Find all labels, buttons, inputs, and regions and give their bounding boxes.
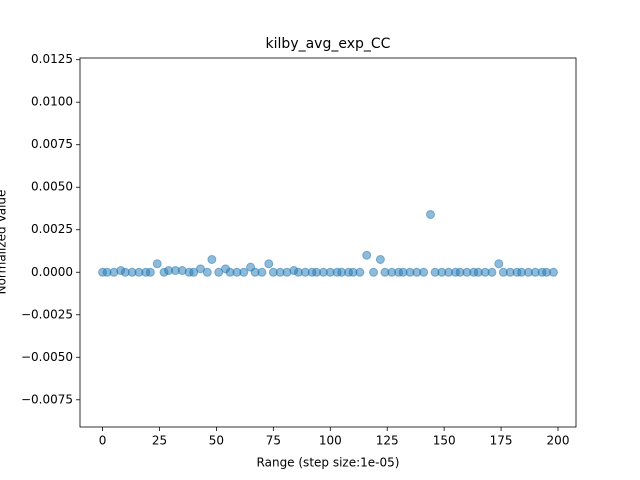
- plot-frame: [79, 57, 577, 428]
- chart-title: kilby_avg_exp_CC: [266, 36, 391, 52]
- x-axis-label: Range (step size:1e-05): [257, 456, 400, 470]
- y-tick-label: 0.0025: [31, 222, 73, 236]
- point: [145, 267, 155, 277]
- point: [548, 267, 558, 277]
- y-tick-label: 0.0125: [31, 52, 73, 66]
- point: [239, 267, 249, 277]
- y-tick-label: 0.0075: [31, 137, 73, 151]
- y-tick-label: −0.0025: [21, 307, 73, 321]
- point: [362, 250, 372, 260]
- point: [425, 209, 435, 219]
- x-tick-label: 75: [266, 434, 281, 448]
- y-tick-label: 0.0100: [31, 95, 73, 109]
- y-tick-label: −0.0050: [21, 350, 73, 364]
- x-tick-label: 175: [490, 434, 513, 448]
- point: [369, 267, 379, 277]
- x-tick-label: 50: [209, 434, 224, 448]
- x-tick-label: 25: [152, 434, 167, 448]
- y-tick-label: 0.0000: [31, 265, 73, 279]
- point: [355, 267, 365, 277]
- point: [494, 259, 504, 269]
- point: [202, 267, 212, 277]
- point: [152, 259, 162, 269]
- point: [375, 255, 385, 265]
- x-tick-label: 125: [376, 434, 399, 448]
- x-tick-label: 100: [319, 434, 342, 448]
- y-axis-label: Normalized Value: [0, 190, 9, 295]
- point: [207, 255, 217, 265]
- point: [264, 259, 274, 269]
- point: [419, 267, 429, 277]
- x-tick-label: 200: [547, 434, 570, 448]
- x-tick-label: 150: [433, 434, 456, 448]
- point: [257, 267, 267, 277]
- y-tick-label: 0.0050: [31, 180, 73, 194]
- x-tick-label: 0: [99, 434, 107, 448]
- y-tick-label: −0.0075: [21, 392, 73, 406]
- point: [487, 267, 497, 277]
